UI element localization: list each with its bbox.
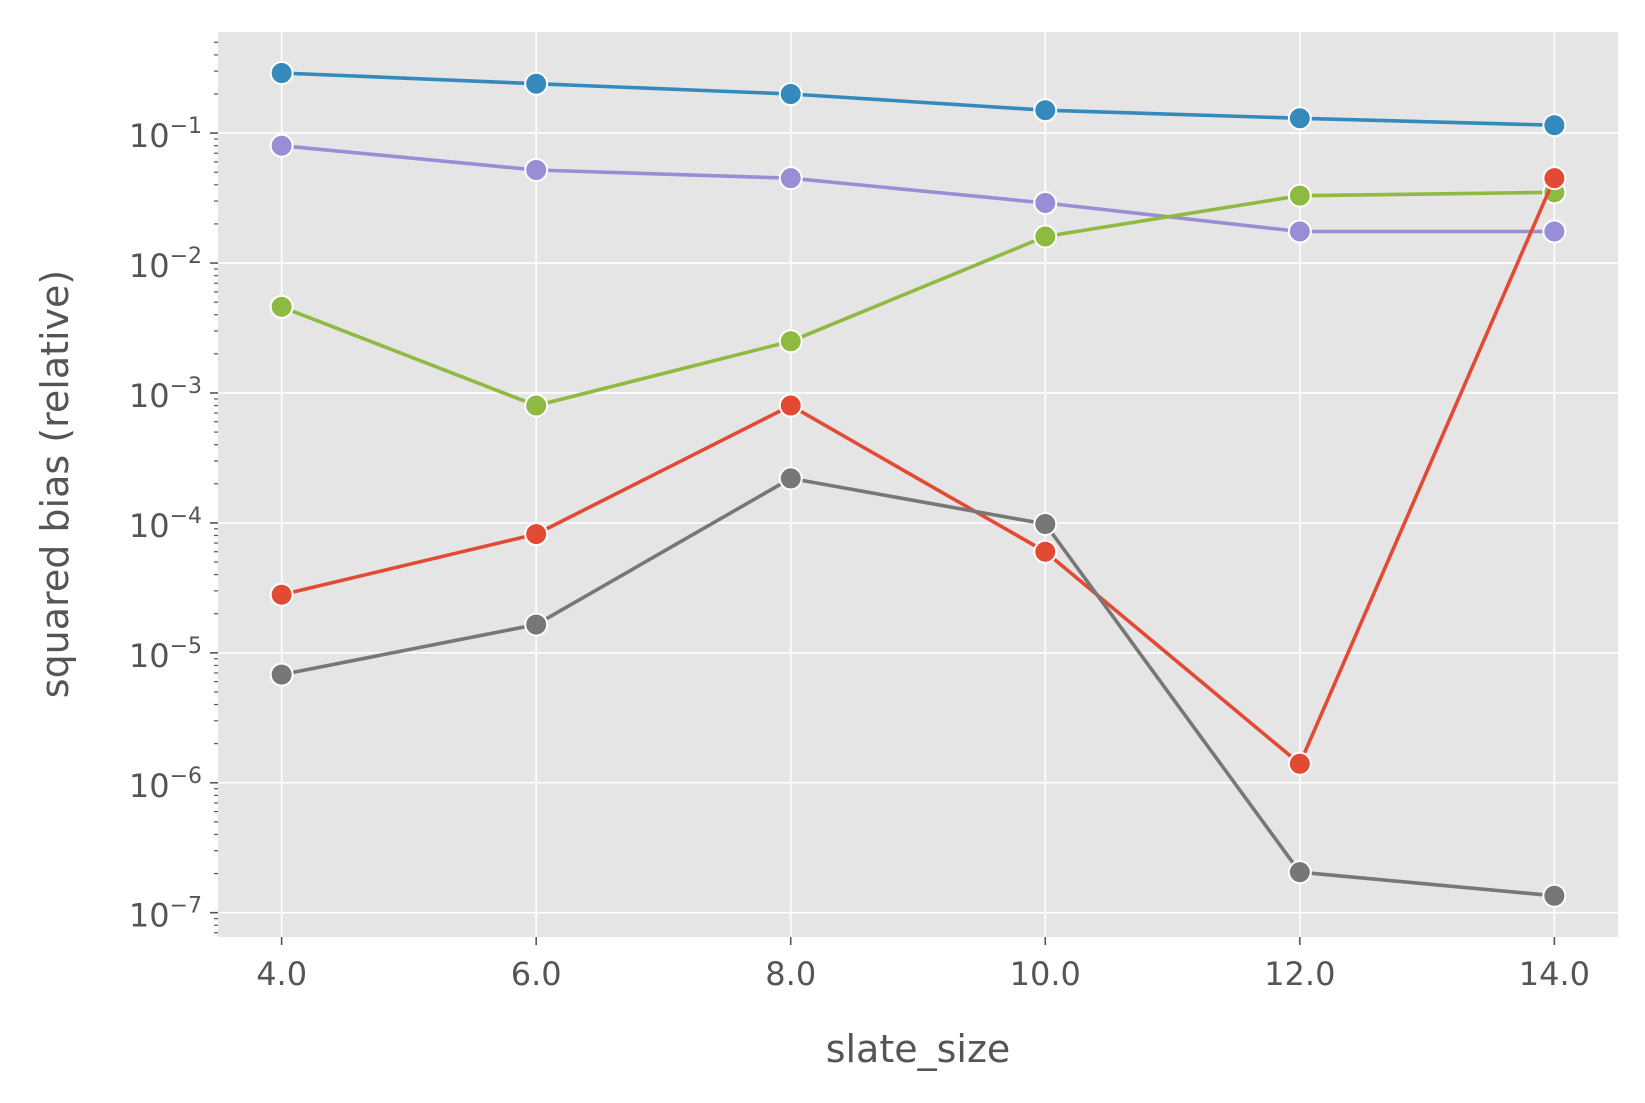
x-tick-label: 6.0 — [511, 955, 562, 993]
y-tick-label: 10−5 — [129, 634, 202, 675]
data-point — [778, 81, 803, 106]
y-axis-title: squared bias (relative) — [33, 270, 77, 698]
data-point — [1287, 751, 1312, 776]
series-line — [281, 476, 1555, 898]
data-point — [269, 61, 294, 86]
data-point — [1033, 539, 1058, 564]
series-2 — [269, 133, 1567, 244]
series-5 — [269, 466, 1567, 908]
x-tick-label: 4.0 — [256, 955, 307, 993]
data-point — [1542, 883, 1567, 908]
data-point — [269, 582, 294, 607]
series-line — [280, 190, 1555, 408]
data-point — [1033, 190, 1058, 215]
series-line — [281, 143, 1555, 234]
series-4 — [269, 166, 1567, 776]
data-point — [524, 158, 549, 183]
data-point — [778, 466, 803, 491]
data-point — [524, 522, 549, 547]
x-axis: 4.0 6.0 8.0 10.0 12.0 14.0 — [256, 937, 1590, 993]
y-minor-ticks — [214, 41, 218, 934]
series-line — [281, 177, 1557, 766]
data-point — [269, 294, 294, 319]
data-point — [778, 393, 803, 418]
x-tick-label: 12.0 — [1264, 955, 1335, 993]
data-point — [1033, 98, 1058, 123]
x-tick-label: 10.0 — [1010, 955, 1081, 993]
y-tick-label: 10−7 — [129, 894, 202, 935]
data-point — [524, 393, 549, 418]
series-1 — [269, 61, 1567, 138]
data-point — [269, 662, 294, 687]
y-axis: 10−7 10−6 10−5 10−4 10−3 10−2 10−1 — [129, 114, 218, 935]
data-point — [524, 612, 549, 637]
series-line — [281, 71, 1555, 127]
data-point — [1542, 113, 1567, 138]
data-point — [1287, 106, 1312, 131]
y-tick-label: 10−6 — [129, 764, 202, 805]
series-layer — [269, 61, 1567, 908]
data-point — [1033, 512, 1058, 537]
data-point — [1287, 860, 1312, 885]
plot-background — [218, 32, 1618, 937]
y-tick-label: 10−3 — [129, 374, 202, 415]
x-axis-title: slate_size — [826, 1027, 1011, 1071]
x-tick-label: 14.0 — [1519, 955, 1590, 993]
data-point — [778, 329, 803, 354]
data-point — [1542, 219, 1567, 244]
data-point — [1287, 183, 1312, 208]
data-point — [524, 71, 549, 96]
y-tick-label: 10−1 — [129, 114, 202, 155]
y-tick-label: 10−2 — [129, 244, 202, 285]
y-tick-label: 10−4 — [129, 504, 202, 545]
data-point — [778, 166, 803, 191]
data-point — [1542, 166, 1567, 191]
data-point — [1033, 224, 1058, 249]
x-tick-label: 8.0 — [765, 955, 816, 993]
data-point — [269, 133, 294, 158]
data-point — [1287, 219, 1312, 244]
